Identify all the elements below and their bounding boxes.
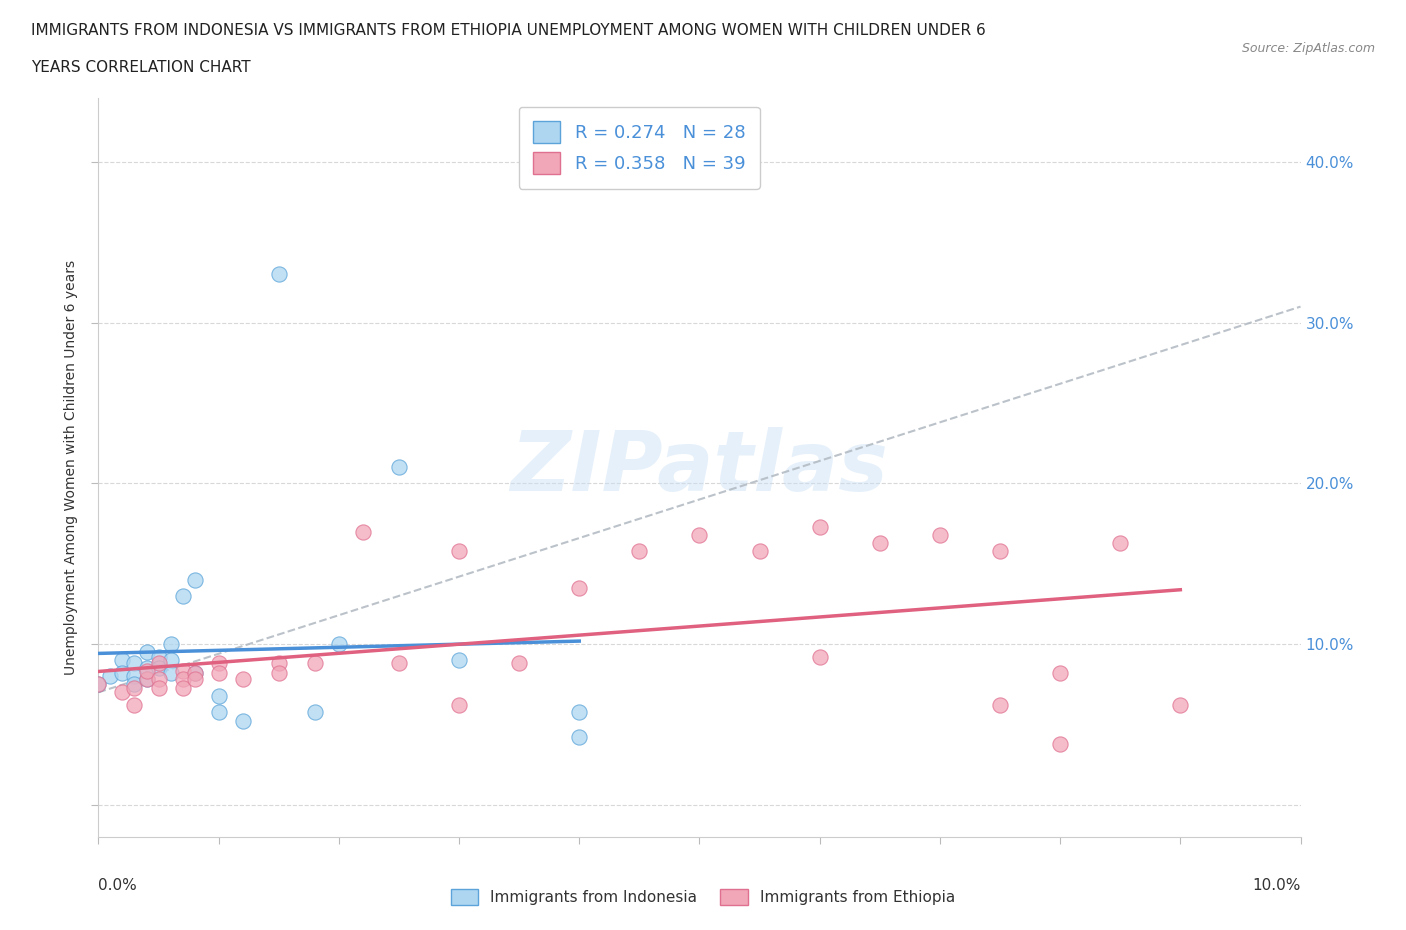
Legend: R = 0.274   N = 28, R = 0.358   N = 39: R = 0.274 N = 28, R = 0.358 N = 39	[519, 107, 759, 189]
Point	[124, 677, 146, 692]
Point	[628, 543, 651, 558]
Point	[208, 704, 231, 719]
Point	[183, 666, 205, 681]
Point	[100, 669, 122, 684]
Point	[135, 664, 157, 679]
Point	[111, 666, 134, 681]
Point	[388, 460, 411, 474]
Point	[689, 527, 711, 542]
Point	[267, 656, 290, 671]
Point	[304, 704, 326, 719]
Point	[568, 704, 591, 719]
Point	[148, 661, 170, 676]
Point	[172, 664, 194, 679]
Point	[304, 656, 326, 671]
Point	[267, 267, 290, 282]
Point	[388, 656, 411, 671]
Point	[208, 666, 231, 681]
Point	[148, 649, 170, 664]
Point	[869, 536, 891, 551]
Point	[1049, 666, 1071, 681]
Point	[183, 666, 205, 681]
Point	[183, 572, 205, 587]
Point	[135, 672, 157, 687]
Text: 0.0%: 0.0%	[98, 878, 138, 893]
Point	[568, 730, 591, 745]
Point	[808, 519, 831, 534]
Text: Source: ZipAtlas.com: Source: ZipAtlas.com	[1241, 42, 1375, 55]
Point	[148, 680, 170, 695]
Point	[111, 653, 134, 668]
Point	[232, 672, 254, 687]
Point	[568, 580, 591, 595]
Point	[135, 644, 157, 659]
Point	[748, 543, 770, 558]
Point	[183, 672, 205, 687]
Point	[159, 637, 181, 652]
Point	[208, 688, 231, 703]
Point	[447, 698, 470, 712]
Point	[148, 672, 170, 687]
Point	[148, 656, 170, 671]
Point	[208, 656, 231, 671]
Point	[808, 649, 831, 664]
Point	[172, 672, 194, 687]
Point	[124, 669, 146, 684]
Point	[1170, 698, 1192, 712]
Point	[172, 589, 194, 604]
Point	[267, 666, 290, 681]
Point	[929, 527, 952, 542]
Point	[328, 637, 350, 652]
Point	[124, 656, 146, 671]
Point	[1049, 737, 1071, 751]
Point	[159, 666, 181, 681]
Point	[111, 684, 134, 699]
Point	[508, 656, 530, 671]
Point	[159, 653, 181, 668]
Point	[352, 525, 374, 539]
Point	[447, 543, 470, 558]
Point	[447, 653, 470, 668]
Legend: Immigrants from Indonesia, Immigrants from Ethiopia: Immigrants from Indonesia, Immigrants fr…	[444, 883, 962, 911]
Text: 10.0%: 10.0%	[1253, 878, 1301, 893]
Point	[124, 680, 146, 695]
Point	[1109, 536, 1132, 551]
Point	[172, 680, 194, 695]
Text: IMMIGRANTS FROM INDONESIA VS IMMIGRANTS FROM ETHIOPIA UNEMPLOYMENT AMONG WOMEN W: IMMIGRANTS FROM INDONESIA VS IMMIGRANTS …	[31, 23, 986, 38]
Point	[87, 677, 110, 692]
Point	[124, 698, 146, 712]
Text: YEARS CORRELATION CHART: YEARS CORRELATION CHART	[31, 60, 250, 75]
Point	[988, 698, 1011, 712]
Point	[988, 543, 1011, 558]
Point	[87, 677, 110, 692]
Text: ZIPatlas: ZIPatlas	[510, 427, 889, 508]
Point	[135, 661, 157, 676]
Point	[135, 672, 157, 687]
Y-axis label: Unemployment Among Women with Children Under 6 years: Unemployment Among Women with Children U…	[65, 259, 79, 675]
Point	[232, 714, 254, 729]
